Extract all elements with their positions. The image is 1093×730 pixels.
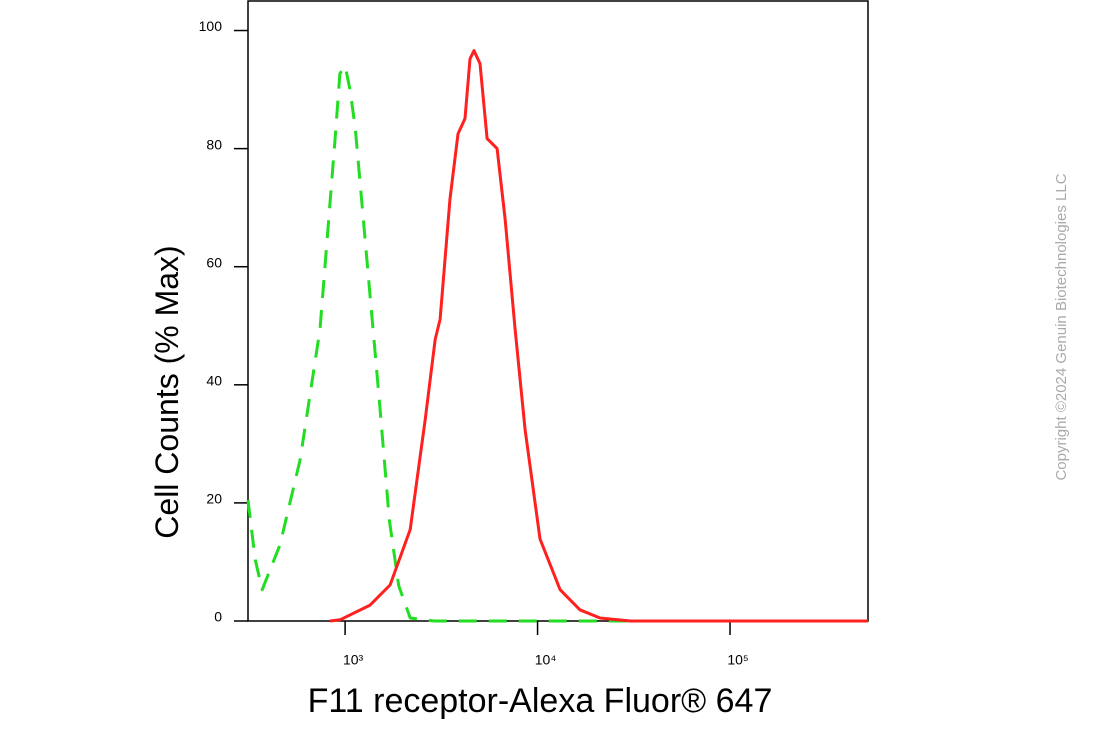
series-line — [329, 49, 868, 623]
y-tick-label: 20 — [206, 491, 222, 507]
y-tick-label: 80 — [206, 136, 222, 152]
y-tick-label: 0 — [214, 609, 222, 625]
plot-frame — [247, 0, 869, 622]
y-axis-label: Cell Counts (% Max) — [149, 245, 185, 538]
y-tick-label: 100 — [199, 18, 223, 34]
copyright: Copyright ©2024 Genuin Biotechnologies L… — [1053, 173, 1070, 480]
x-axis-label: F11 receptor-Alexa Fluor® 647 — [308, 682, 773, 720]
x-tick-label: 10³ — [343, 652, 364, 668]
y-tick-label: 40 — [206, 373, 222, 389]
y-tick-label: 60 — [206, 254, 222, 270]
x-tick-label: 10⁴ — [535, 652, 557, 668]
x-tick-label: 10⁵ — [727, 652, 748, 668]
series-line — [246, 64, 868, 623]
